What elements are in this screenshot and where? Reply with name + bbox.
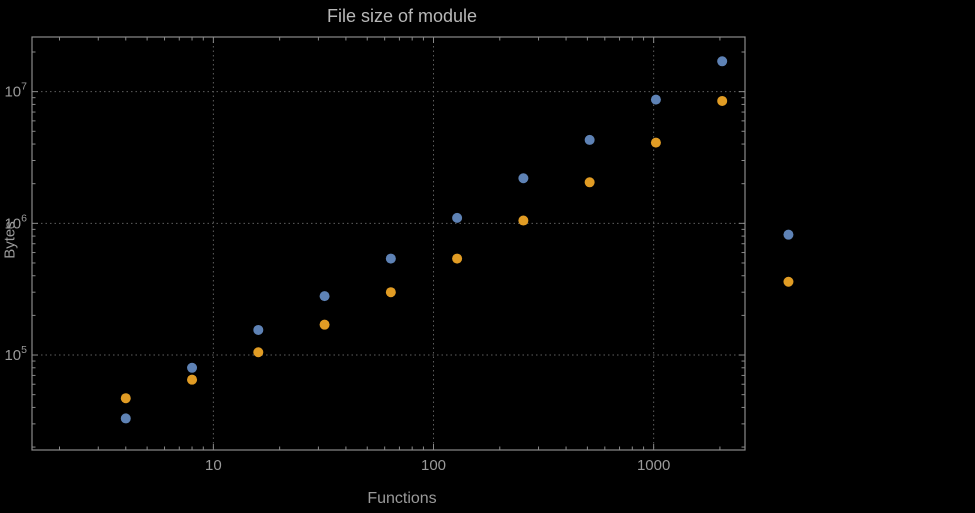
- data-point-blue-series: [120, 413, 131, 424]
- data-point-blue-series: [518, 173, 529, 184]
- data-point-orange-series: [584, 177, 595, 188]
- data-point-blue-series: [187, 362, 198, 373]
- y-tick-label: 106: [4, 212, 27, 232]
- data-point-orange-series: [120, 393, 131, 404]
- y-tick-label: 107: [4, 81, 27, 101]
- plot-frame: [31, 36, 746, 451]
- data-point-orange-series: [187, 374, 198, 385]
- data-point-orange-series: [319, 319, 330, 330]
- data-point-blue-series: [584, 134, 595, 145]
- data-point-blue-series: [452, 212, 463, 223]
- data-point-orange-series: [783, 276, 794, 287]
- data-point-orange-series: [717, 95, 728, 106]
- x-axis-label: Functions: [367, 490, 437, 507]
- data-point-blue-series: [717, 56, 728, 67]
- data-point-orange-series: [253, 347, 264, 358]
- data-point-blue-series: [783, 229, 794, 240]
- y-axis-label: Bytes: [1, 221, 19, 259]
- data-point-orange-series: [385, 287, 396, 298]
- data-point-blue-series: [253, 324, 264, 335]
- chart-title: File size of module: [326, 6, 478, 26]
- data-point-blue-series: [385, 253, 396, 264]
- x-tick-label: 10: [205, 457, 222, 474]
- data-point-blue-series: [319, 291, 330, 302]
- data-point-orange-series: [518, 215, 529, 226]
- data-point-blue-series: [650, 94, 661, 105]
- y-tick-label: 105: [4, 344, 27, 364]
- data-point-orange-series: [650, 137, 661, 148]
- data-point-orange-series: [452, 253, 463, 264]
- x-tick-label: 1000: [637, 457, 670, 474]
- x-tick-label: 100: [421, 457, 446, 474]
